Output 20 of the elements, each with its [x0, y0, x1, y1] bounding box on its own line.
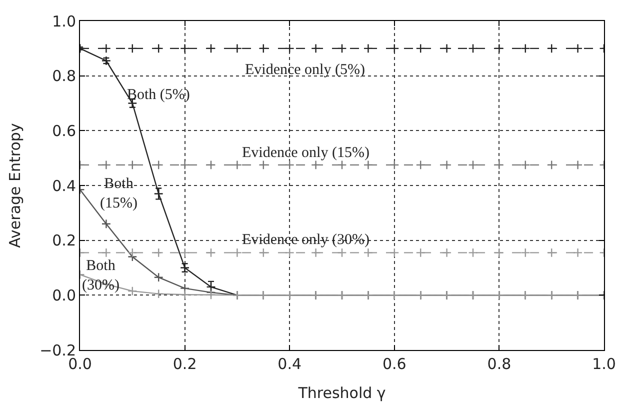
y-tick-label: 0.4 [52, 176, 76, 195]
y-tick-label: 0.0 [52, 286, 76, 304]
y-tick-label: 0.6 [52, 122, 76, 140]
y-tick-label: 0.2 [52, 232, 76, 250]
x-tick-label: 0.8 [487, 355, 512, 373]
x-axis-title: Threshold γ [297, 384, 386, 402]
y-axis-title: Average Entropy [6, 123, 24, 248]
y-tick-label: 1.0 [52, 12, 76, 30]
y-tick-label: 0.8 [52, 67, 76, 86]
x-tick-label: 0.0 [68, 355, 92, 373]
annotation: Evidence only (5%) [245, 62, 365, 78]
annotation: Evidence only (15%) [242, 145, 370, 161]
annotation: Both (5%) [127, 87, 190, 103]
x-tick-label: 0.2 [172, 355, 197, 373]
annotation: Both (30%) [82, 258, 120, 294]
x-tick-label: 0.4 [278, 355, 302, 373]
x-tick-label: 0.6 [382, 355, 406, 373]
annotation: Evidence only (30%) [242, 232, 370, 248]
x-tick-label: 1.0 [592, 355, 616, 373]
annotation: Both (15%) [100, 176, 138, 212]
